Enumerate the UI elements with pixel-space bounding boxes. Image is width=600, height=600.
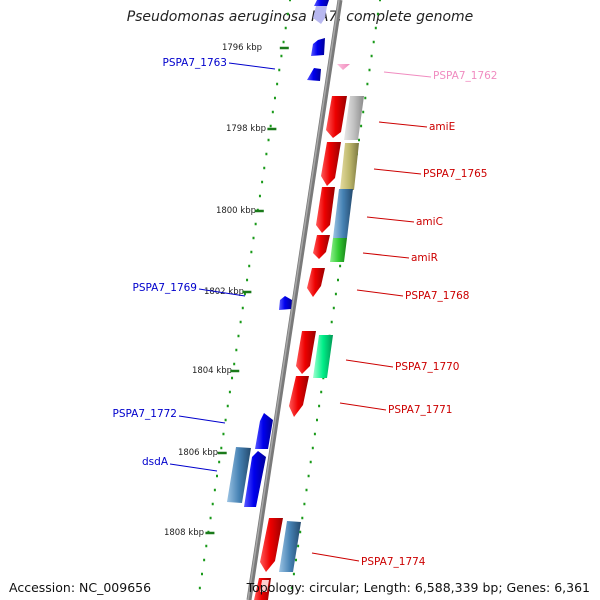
gene-label: PSPA7_1774 <box>361 556 426 568</box>
gene-glyph-dsda-blue <box>244 451 266 507</box>
gene-label: amiC <box>416 216 443 228</box>
gene-glyph-amie <box>344 96 364 140</box>
gene-glyph-pspa7-1763-a <box>311 38 325 56</box>
gene-glyph-amic-red <box>316 187 335 233</box>
gene-glyph-pspa7-1771 <box>289 376 309 417</box>
gene-glyph-amie-red <box>326 96 347 138</box>
kbp-label: 1798 kbp <box>226 124 266 134</box>
label-leader-line <box>169 463 218 472</box>
gene-labels: PSPA7_1763 PSPA7_1762 amiE PSPA7_1765 amiC am… <box>113 57 498 568</box>
kbp-label: 1800 kbp <box>216 206 256 216</box>
gene-glyph-pspa7-1765-red <box>321 142 341 186</box>
gene-glyph-pspa7-1765 <box>340 143 359 190</box>
gene-label: PSPA7_1770 <box>395 361 460 373</box>
gene-label: PSPA7_1768 <box>405 290 470 302</box>
gene-glyph-pspa7-1772 <box>255 413 273 449</box>
kbp-label: 1804 kbp <box>192 366 232 376</box>
accession-text: Accession: NC_009656 <box>9 580 152 595</box>
label-leader-line <box>356 289 404 297</box>
gene-glyphs <box>227 0 364 600</box>
gene-glyph-dsda <box>227 447 251 503</box>
gene-glyph-pspa7-1770-red <box>296 331 316 374</box>
kbp-label: 1796 kbp <box>222 43 262 53</box>
gene-label: amiE <box>429 121 455 133</box>
gene-label: PSPA7_1765 <box>423 168 488 180</box>
label-leader-line <box>311 552 360 562</box>
label-leader-line <box>339 402 387 411</box>
kbp-label: 1808 kbp <box>164 528 204 538</box>
label-leader-line <box>373 168 422 175</box>
map-title: Pseudomonas aeruginosa PA7, complete gen… <box>126 9 474 25</box>
gene-label: amiR <box>411 252 438 264</box>
gene-label: PSPA7_1763 <box>163 57 228 69</box>
gene-glyph-amir-red <box>313 235 330 259</box>
gene-label: dsdA <box>142 456 169 468</box>
gene-glyph-pspa7-1763 <box>307 68 321 81</box>
kbp-label: 1806 kbp <box>178 448 218 458</box>
gene-glyph-amir <box>330 238 347 262</box>
gene-glyph-top-reverse-light <box>313 6 327 24</box>
gene-label: PSPA7_1762 <box>433 70 498 82</box>
gene-glyph-pspa7-1774 <box>279 521 301 572</box>
kbp-labels: 1796 kbp 1798 kbp 1800 kbp 1802 kbp 1804 kbp… <box>164 43 289 538</box>
label-leader-line <box>378 121 428 128</box>
label-leader-line <box>362 252 410 259</box>
label-leader-line <box>198 288 246 297</box>
label-leader-line <box>383 71 432 78</box>
gene-label: PSPA7_1772 <box>113 408 178 420</box>
gene-glyph-amic <box>333 189 353 238</box>
gene-glyph-top-reverse <box>314 0 329 6</box>
gene-label: PSPA7_1771 <box>388 404 453 416</box>
label-leader-line <box>228 62 276 70</box>
kbp-label: 1802 kbp <box>204 287 244 297</box>
label-leader-lines <box>169 62 432 562</box>
label-leader-line <box>366 216 415 223</box>
gene-glyph-bottom-forward-light <box>260 580 269 592</box>
gene-glyph-pspa7-1769 <box>279 296 292 310</box>
gene-glyph-pspa7-1762 <box>337 64 350 70</box>
gene-glyph-pspa7-1774-red <box>260 518 283 572</box>
genome-summary-text: Topology: circular; Length: 6,588,339 bp… <box>246 580 590 595</box>
gene-glyph-pspa7-1770 <box>313 335 333 378</box>
genome-backbone <box>246 0 343 600</box>
gene-glyph-pspa7-1768 <box>307 268 325 297</box>
gene-label: PSPA7_1769 <box>133 282 198 294</box>
label-leader-line <box>178 415 226 424</box>
label-leader-line <box>345 359 394 368</box>
